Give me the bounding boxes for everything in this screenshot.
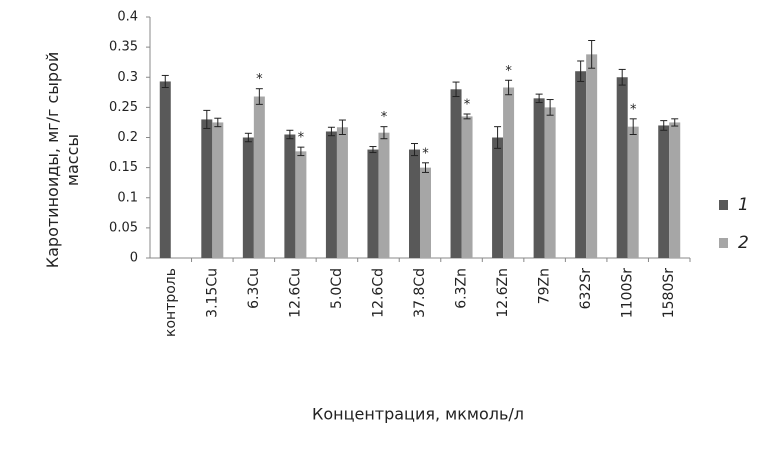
x-tick-label: 632Sr [578, 268, 594, 310]
x-tick-label: 37.8Cd [412, 268, 428, 318]
bar [325, 131, 337, 258]
x-axis-title: Концентрация, мкмоль/л [312, 405, 524, 424]
bar [367, 149, 379, 258]
bar [575, 71, 587, 258]
significance-mark: * [464, 98, 471, 113]
legend-label: 2 [738, 233, 749, 253]
significance-mark: * [256, 72, 263, 87]
bar [503, 87, 515, 259]
x-tick-label: контроль [163, 268, 179, 337]
legend-swatch [719, 238, 728, 248]
bar [253, 96, 265, 258]
bar [627, 126, 639, 258]
significance-mark: * [630, 102, 637, 117]
bar [544, 107, 556, 258]
bar [450, 89, 462, 258]
bar [295, 151, 307, 258]
bar [409, 149, 420, 258]
x-tick-label: 12.6Cu [287, 268, 303, 318]
y-tick-label: 0.4 [117, 10, 138, 25]
x-tick-label: 5.0Cd [329, 268, 345, 309]
bar [378, 132, 390, 258]
significance-mark: * [422, 146, 429, 161]
bar [201, 119, 213, 258]
y-tick-label: 0.2 [117, 130, 138, 145]
y-tick-label: 0.05 [109, 220, 138, 235]
bar [669, 122, 681, 258]
significance-mark: * [298, 131, 305, 146]
bar [420, 167, 431, 258]
x-tick-label: 6.3Zn [454, 268, 470, 309]
bar [492, 137, 504, 258]
bar [159, 81, 171, 258]
legend-label: 1 [738, 195, 749, 215]
x-tick-label: 1100Sr [620, 268, 636, 319]
bar [284, 134, 296, 258]
bar [586, 54, 598, 259]
x-tick-label: 12.6Zn [495, 268, 511, 318]
x-tick-label: 1580Sr [661, 268, 677, 319]
significance-mark: * [381, 110, 388, 125]
legend-swatch [719, 200, 728, 210]
bar [533, 98, 545, 259]
bar [212, 122, 224, 258]
bar [336, 127, 348, 258]
x-tick-label: 79Zn [537, 268, 553, 304]
bar [616, 77, 628, 258]
y-tick-label: 0.3 [117, 70, 138, 85]
y-tick-label: 0 [130, 251, 138, 266]
y-tick-label: 0.1 [117, 190, 138, 205]
x-tick-label: 3.15Cu [204, 268, 220, 318]
bar [461, 116, 473, 258]
bar [658, 125, 670, 258]
significance-mark: * [505, 64, 512, 79]
y-tick-label: 0.15 [109, 160, 138, 175]
x-tick-label: 6.3Cu [246, 268, 262, 309]
y-tick-label: 0.25 [109, 100, 138, 115]
x-tick-label: 12.6Cd [370, 268, 386, 318]
bar [242, 137, 254, 258]
y-tick-label: 0.35 [109, 40, 138, 55]
